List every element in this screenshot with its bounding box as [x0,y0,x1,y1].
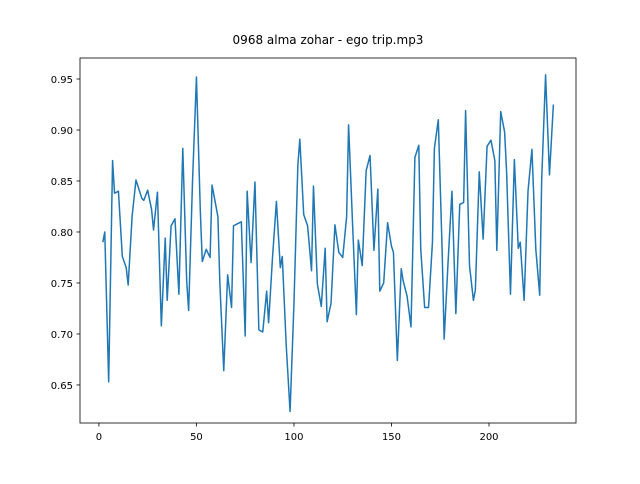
y-tick-label: 0.95 [51,75,73,86]
x-tick-label: 100 [284,432,303,443]
chart-title: 0968 alma zohar - ego trip.mp3 [233,33,424,47]
y-tick-label: 0.90 [51,126,73,137]
x-tick-label: 0 [96,432,102,443]
data-line [102,74,555,413]
y-tick-label: 0.70 [51,330,73,341]
y-tick-label: 0.85 [51,177,73,188]
y-tick-label: 0.80 [51,228,73,239]
y-tick-label: 0.75 [51,279,73,290]
x-tick-label: 50 [190,432,203,443]
plot-frame [79,57,577,424]
y-tick-label: 0.65 [51,381,73,392]
x-tick-label: 150 [382,432,401,443]
x-tick-label: 200 [479,432,498,443]
